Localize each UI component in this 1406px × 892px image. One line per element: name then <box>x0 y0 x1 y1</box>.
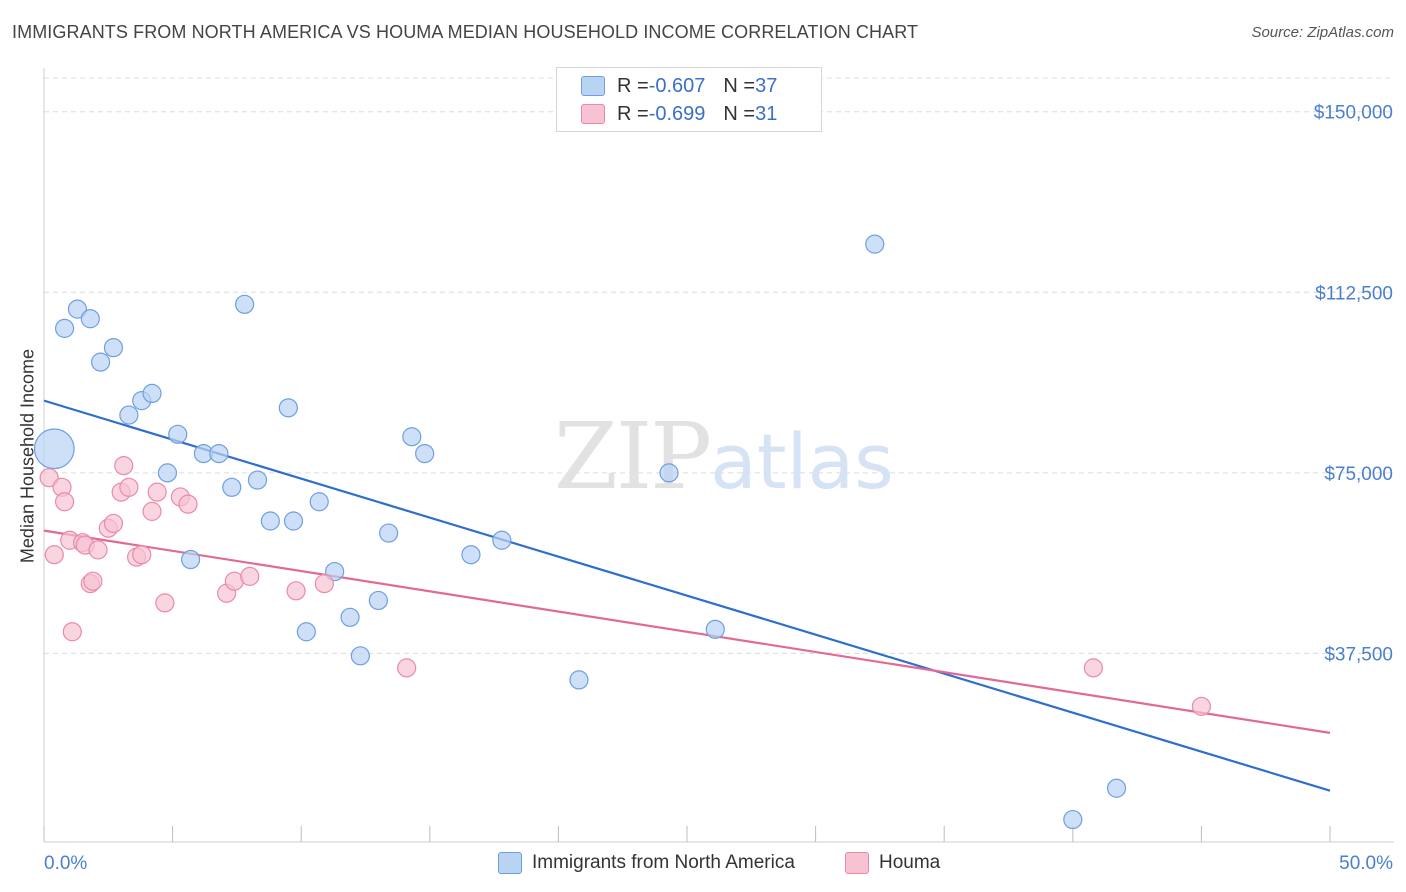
y-tick-label: $75,000 <box>1324 464 1393 485</box>
point-immigrants-north-america <box>67 299 88 319</box>
watermark-zip: ZIP <box>554 403 710 510</box>
point-immigrants-north-america <box>181 549 201 570</box>
legend-n-value: 31 <box>755 102 778 125</box>
legend-n-label: N = <box>723 102 756 125</box>
watermark: ZIP atlas <box>554 403 894 510</box>
point-immigrants-north-america <box>350 646 370 666</box>
trend-line-pink <box>43 529 1331 734</box>
x-tick-labels: 0.0% 50.0% <box>44 853 1393 874</box>
series-legend-pink: Houma <box>845 852 940 874</box>
point-immigrants-north-america <box>157 463 178 483</box>
point-immigrants-north-america <box>119 405 139 425</box>
trend-line-blue <box>43 399 1331 792</box>
point-houma <box>83 571 103 591</box>
legend-r-label: R = <box>617 102 649 125</box>
point-immigrants-north-america <box>209 443 229 464</box>
point-immigrants-north-america <box>54 318 75 338</box>
y-axis-label: Median Household Income <box>17 348 38 564</box>
legend-n-value: 37 <box>755 74 778 97</box>
y-tick-label: $37,500 <box>1324 644 1393 665</box>
point-immigrants-north-america <box>103 338 124 358</box>
legend: R = -0.607 N = 37 R = -0.699 N = 31 <box>556 67 822 132</box>
watermark-atlas: atlas <box>710 417 894 506</box>
point-houma <box>286 581 306 601</box>
point-immigrants-north-america <box>247 470 268 490</box>
chart-title: IMMIGRANTS FROM NORTH AMERICA VS HOUMA M… <box>12 22 919 42</box>
point-immigrants-north-america <box>865 234 885 254</box>
point-immigrants-north-america <box>461 545 481 565</box>
point-houma <box>103 513 124 534</box>
y-tick-labels: $37,500 $75,000 $112,500 $150,000 <box>1314 103 1393 666</box>
y-tick-label: $150,000 <box>1314 103 1393 124</box>
point-immigrants-north-america <box>340 607 360 627</box>
point-immigrants-north-america <box>296 622 316 642</box>
legend-n-label: N = <box>723 74 756 97</box>
point-houma <box>240 566 260 586</box>
point-houma <box>88 540 108 560</box>
point-immigrants-north-america <box>33 428 75 470</box>
point-houma <box>142 501 162 521</box>
x-tick-label-max: 50.0% <box>1339 853 1393 874</box>
point-immigrants-north-america <box>569 670 589 690</box>
point-immigrants-north-america <box>659 463 679 483</box>
point-houma <box>1191 696 1212 716</box>
legend-row-pink: R = -0.699 N = 31 <box>581 100 777 128</box>
point-houma <box>132 545 152 565</box>
series-legend: Immigrants from North America Houma <box>0 852 1406 878</box>
point-immigrants-north-america <box>278 398 298 418</box>
series-name-pink: Houma <box>879 852 941 873</box>
x-tick-label-min: 0.0% <box>44 853 87 874</box>
point-immigrants-north-america <box>309 492 329 512</box>
trend-lines <box>43 399 1331 792</box>
series-name-blue: Immigrants from North America <box>532 852 795 873</box>
point-houma <box>1083 658 1103 678</box>
point-houma <box>397 658 417 678</box>
point-immigrants-north-america <box>368 590 388 611</box>
series-pink-points <box>39 456 1212 716</box>
point-immigrants-north-america <box>1106 778 1127 798</box>
point-immigrants-north-america <box>260 511 280 531</box>
point-houma <box>155 593 175 613</box>
point-houma <box>178 494 198 514</box>
point-immigrants-north-america <box>90 352 111 372</box>
point-immigrants-north-america <box>705 619 725 639</box>
point-immigrants-north-america <box>142 383 162 404</box>
point-houma <box>114 456 134 476</box>
series-legend-blue: Immigrants from North America <box>498 852 795 874</box>
point-houma <box>147 482 167 502</box>
legend-r-value: -0.699 <box>648 102 706 125</box>
point-houma <box>54 492 75 512</box>
point-immigrants-north-america <box>168 424 188 444</box>
y-tick-label: $112,500 <box>1315 283 1393 304</box>
legend-swatch-pink <box>581 104 605 124</box>
legend-r-label: R = <box>617 74 649 97</box>
point-immigrants-north-america <box>492 530 512 550</box>
series-swatch-pink <box>845 852 869 874</box>
source-label: Source: ZipAtlas.com <box>1251 24 1394 41</box>
point-houma <box>39 468 59 488</box>
point-immigrants-north-america <box>283 511 304 531</box>
point-houma <box>62 622 82 642</box>
point-houma <box>44 545 64 565</box>
point-immigrants-north-america <box>80 309 100 329</box>
legend-r-value: -0.607 <box>648 74 706 97</box>
point-immigrants-north-america <box>235 294 255 314</box>
series-blue-points <box>33 234 1127 830</box>
legend-row-blue: R = -0.607 N = 37 <box>581 72 777 100</box>
point-houma <box>119 477 139 497</box>
point-immigrants-north-america <box>379 523 399 543</box>
point-immigrants-north-america <box>402 427 422 447</box>
point-immigrants-north-america <box>1063 809 1083 830</box>
series-swatch-blue <box>498 852 522 874</box>
point-immigrants-north-america <box>415 443 435 464</box>
point-houma <box>314 574 334 594</box>
grid-lines <box>44 77 1394 654</box>
point-immigrants-north-america <box>222 477 242 497</box>
legend-swatch-blue <box>581 76 605 96</box>
